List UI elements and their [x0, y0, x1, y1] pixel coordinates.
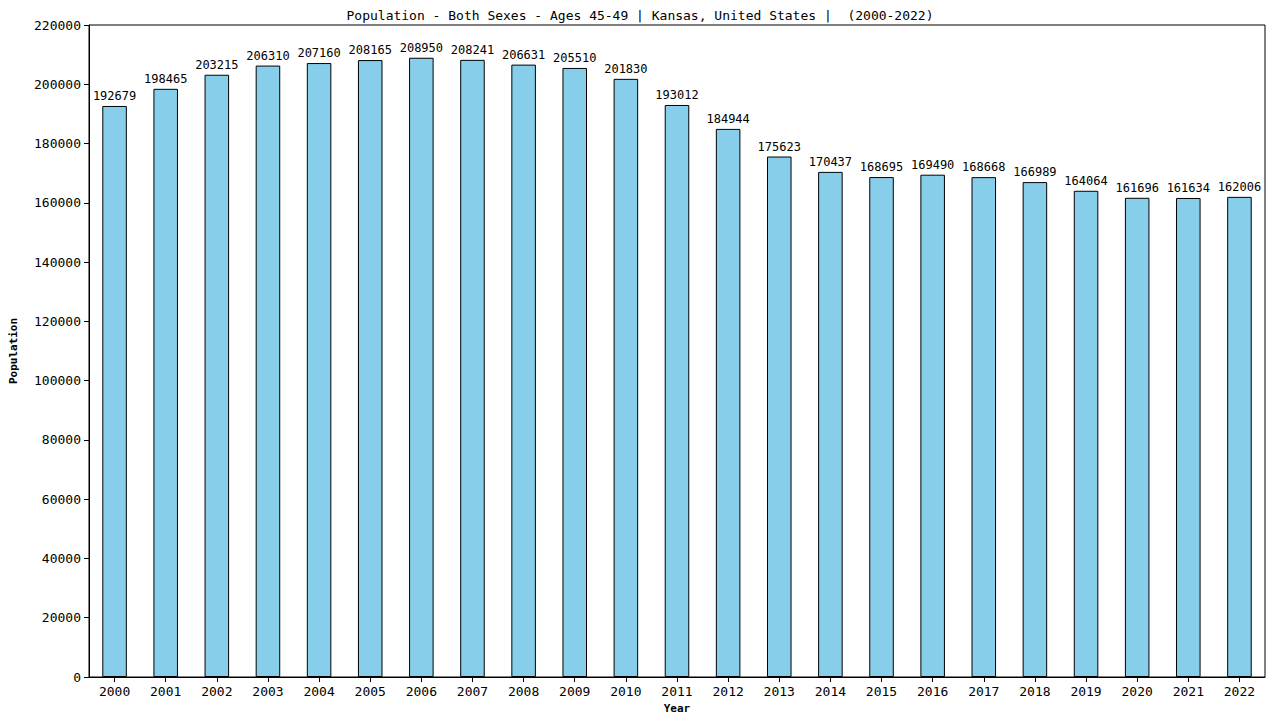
svg-text:206631: 206631: [502, 48, 545, 62]
svg-text:192679: 192679: [93, 89, 136, 103]
svg-text:208165: 208165: [349, 43, 392, 57]
svg-text:2017: 2017: [968, 684, 999, 699]
svg-text:2004: 2004: [303, 684, 334, 699]
svg-text:168695: 168695: [860, 160, 903, 174]
svg-text:198465: 198465: [144, 72, 187, 86]
svg-text:Population - Both Sexes - Ages: Population - Both Sexes - Ages 45-49 | K…: [347, 8, 934, 23]
svg-text:80000: 80000: [42, 432, 81, 447]
svg-text:2013: 2013: [764, 684, 795, 699]
svg-text:2002: 2002: [201, 684, 232, 699]
svg-text:2000: 2000: [99, 684, 130, 699]
svg-text:2011: 2011: [661, 684, 692, 699]
svg-text:200000: 200000: [34, 77, 81, 92]
svg-text:40000: 40000: [42, 551, 81, 566]
svg-text:2007: 2007: [457, 684, 488, 699]
svg-text:161634: 161634: [1167, 181, 1210, 195]
svg-text:Year: Year: [664, 702, 691, 715]
svg-text:2016: 2016: [917, 684, 948, 699]
svg-text:201830: 201830: [604, 62, 647, 76]
svg-text:2014: 2014: [815, 684, 846, 699]
svg-text:20000: 20000: [42, 610, 81, 625]
svg-text:160000: 160000: [34, 195, 81, 210]
svg-text:208241: 208241: [451, 43, 494, 57]
svg-text:2021: 2021: [1173, 684, 1204, 699]
svg-text:220000: 220000: [34, 18, 81, 33]
svg-text:2003: 2003: [252, 684, 283, 699]
svg-text:193012: 193012: [655, 88, 698, 102]
svg-text:2009: 2009: [559, 684, 590, 699]
svg-text:207160: 207160: [297, 46, 340, 60]
svg-text:Population: Population: [7, 318, 20, 384]
svg-text:0: 0: [73, 670, 81, 685]
svg-text:180000: 180000: [34, 136, 81, 151]
svg-text:2008: 2008: [508, 684, 539, 699]
svg-text:2018: 2018: [1019, 684, 1050, 699]
svg-text:2020: 2020: [1122, 684, 1153, 699]
svg-text:166989: 166989: [1013, 165, 1056, 179]
svg-text:2001: 2001: [150, 684, 181, 699]
svg-text:175623: 175623: [758, 140, 801, 154]
svg-text:203215: 203215: [195, 58, 238, 72]
svg-text:205510: 205510: [553, 51, 596, 65]
svg-text:100000: 100000: [34, 373, 81, 388]
svg-text:2010: 2010: [610, 684, 641, 699]
svg-text:2006: 2006: [406, 684, 437, 699]
svg-text:206310: 206310: [246, 49, 289, 63]
svg-text:2019: 2019: [1070, 684, 1101, 699]
svg-text:162006: 162006: [1218, 180, 1261, 194]
svg-text:208950: 208950: [400, 41, 443, 55]
svg-text:169490: 169490: [911, 158, 954, 172]
svg-text:2022: 2022: [1224, 684, 1255, 699]
svg-text:164064: 164064: [1064, 174, 1107, 188]
svg-text:170437: 170437: [809, 155, 852, 169]
svg-text:2012: 2012: [712, 684, 743, 699]
svg-text:60000: 60000: [42, 492, 81, 507]
svg-text:2015: 2015: [866, 684, 897, 699]
svg-text:168668: 168668: [962, 160, 1005, 174]
svg-text:184944: 184944: [706, 112, 749, 126]
svg-text:2005: 2005: [355, 684, 386, 699]
svg-text:120000: 120000: [34, 314, 81, 329]
svg-text:140000: 140000: [34, 255, 81, 270]
svg-text:161696: 161696: [1115, 181, 1158, 195]
